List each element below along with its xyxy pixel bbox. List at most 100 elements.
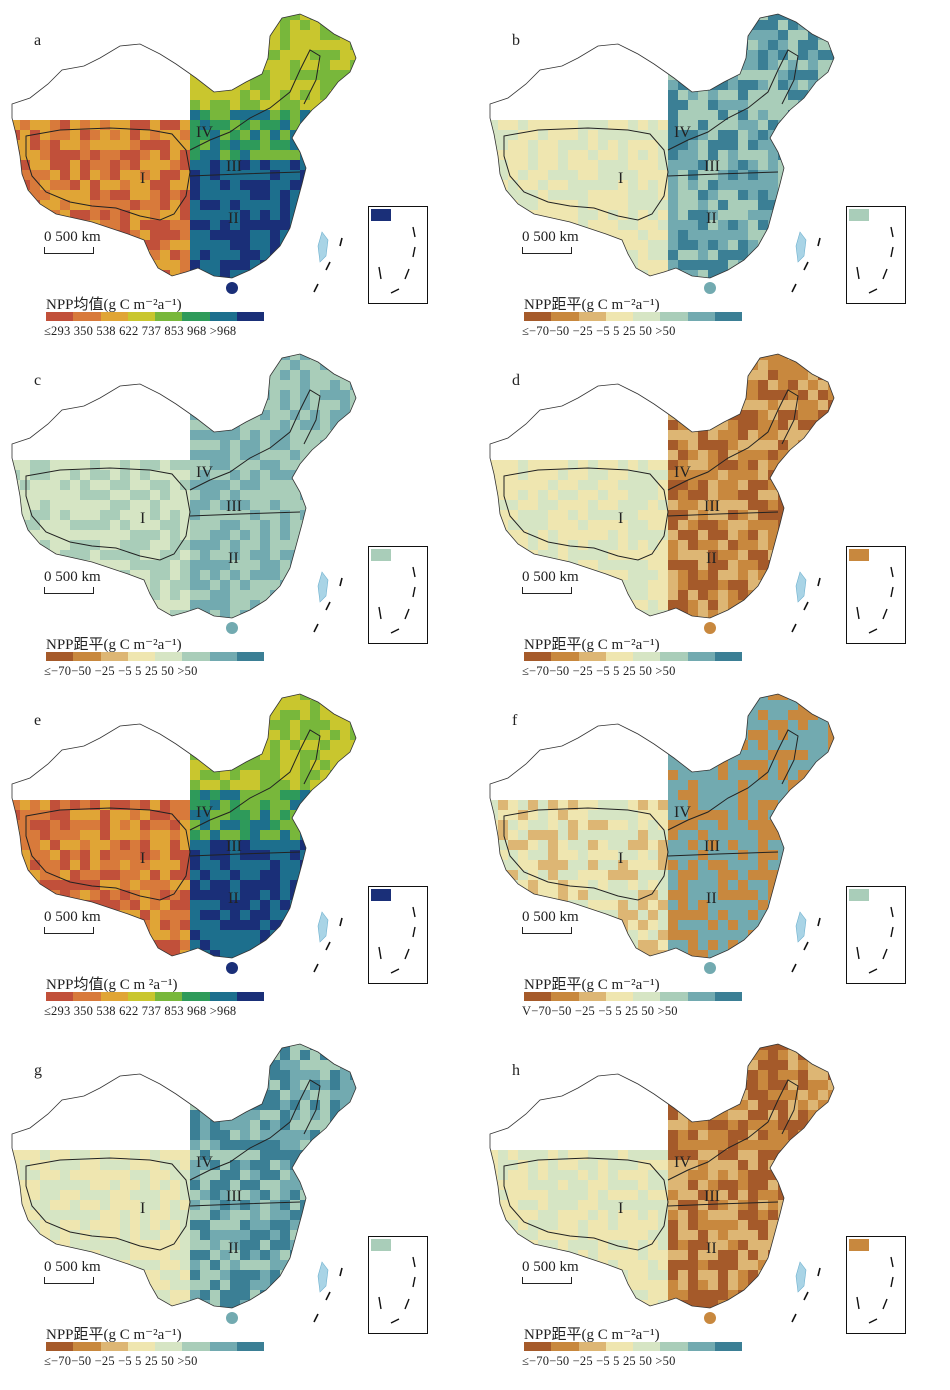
raster-cell (340, 540, 350, 550)
raster-cell (230, 880, 240, 890)
raster-cell (618, 170, 628, 180)
raster-cell (210, 900, 220, 910)
raster-cell (220, 0, 230, 10)
raster-cell (808, 354, 818, 360)
raster-cell (80, 490, 90, 500)
raster-cell (190, 150, 200, 160)
raster-cell (340, 80, 350, 90)
raster-cell (748, 440, 758, 450)
raster-cell (708, 70, 718, 80)
raster-cell (728, 600, 738, 610)
raster-cell (50, 270, 60, 278)
raster-cell (260, 20, 270, 30)
raster-cell (260, 110, 270, 120)
raster-cell (330, 240, 340, 250)
region-label-ii: II (706, 210, 717, 227)
raster-cell (668, 280, 678, 290)
raster-cell (698, 130, 708, 140)
scale-bar (44, 587, 94, 594)
raster-cell (708, 210, 718, 220)
raster-cell (140, 160, 150, 170)
raster-cell (708, 500, 718, 510)
raster-cell (310, 80, 320, 90)
raster-cell (658, 280, 668, 290)
raster-cell (490, 540, 498, 550)
raster-cell (250, 700, 260, 710)
raster-cell (270, 950, 280, 958)
raster-cell (818, 694, 828, 700)
raster-cell (748, 220, 758, 230)
raster-cell (30, 120, 40, 130)
raster-cell (738, 710, 748, 720)
raster-cell (330, 170, 340, 180)
raster-cell (638, 240, 648, 250)
raster-cell (220, 840, 230, 850)
raster-cell (12, 600, 20, 610)
raster-cell (200, 40, 210, 50)
raster-cell (818, 340, 828, 350)
raster-cell (80, 190, 90, 200)
raster-cell (12, 830, 20, 840)
raster-cell (220, 70, 230, 80)
raster-cell (718, 470, 728, 480)
raster-cell (838, 510, 848, 520)
raster-cell (260, 870, 270, 880)
raster-cell (260, 680, 270, 690)
raster-cell (798, 210, 808, 220)
inset-dashes (856, 226, 894, 294)
raster-cell (678, 50, 688, 60)
raster-cell (698, 470, 708, 480)
raster-cell (360, 800, 370, 810)
raster-cell (270, 820, 280, 830)
raster-cell (30, 820, 40, 830)
raster-cell (290, 230, 300, 240)
raster-cell (738, 230, 748, 240)
raster-cell (330, 130, 340, 140)
raster-cell (210, 380, 220, 390)
raster-cell (648, 550, 658, 560)
raster-cell (160, 860, 170, 870)
raster-cell (758, 360, 768, 370)
raster-cell (708, 440, 718, 450)
raster-cell (200, 920, 210, 930)
raster-cell (568, 550, 578, 560)
raster-cell (290, 720, 300, 730)
legend-swatch (660, 312, 688, 321)
china-npp-map (11, 680, 370, 974)
raster-cell (80, 130, 90, 140)
raster-cell (350, 530, 356, 540)
raster-cell (350, 770, 356, 780)
raster-cell (718, 400, 728, 410)
raster-cell (30, 270, 40, 278)
raster-cell (718, 240, 728, 250)
raster-cell (280, 930, 290, 940)
raster-cell (778, 480, 788, 490)
raster-cell (798, 180, 808, 190)
raster-cell (698, 840, 708, 850)
raster-cell (718, 560, 728, 570)
raster-cell (260, 860, 270, 870)
raster-cell (738, 490, 748, 500)
raster-cell (788, 90, 798, 100)
raster-cell (618, 120, 628, 130)
raster-cell (708, 410, 718, 420)
raster-cell (688, 60, 698, 70)
inset-dashes (378, 566, 416, 634)
raster-cell (80, 140, 90, 150)
raster-cell (30, 500, 40, 510)
raster-cell (300, 750, 310, 760)
raster-cell (220, 820, 230, 830)
raster-cell (190, 20, 200, 30)
raster-cell (40, 150, 50, 160)
raster-cell (250, 0, 260, 10)
raster-cell (20, 960, 30, 970)
raster-cell (280, 0, 290, 10)
taiwan-island (317, 911, 329, 943)
raster-cell (748, 100, 758, 110)
raster-cell (538, 480, 548, 490)
raster-cell (100, 480, 110, 490)
raster-cell (628, 890, 638, 900)
raster-cell (220, 580, 230, 590)
raster-cell (340, 800, 350, 810)
raster-cell (578, 270, 588, 278)
